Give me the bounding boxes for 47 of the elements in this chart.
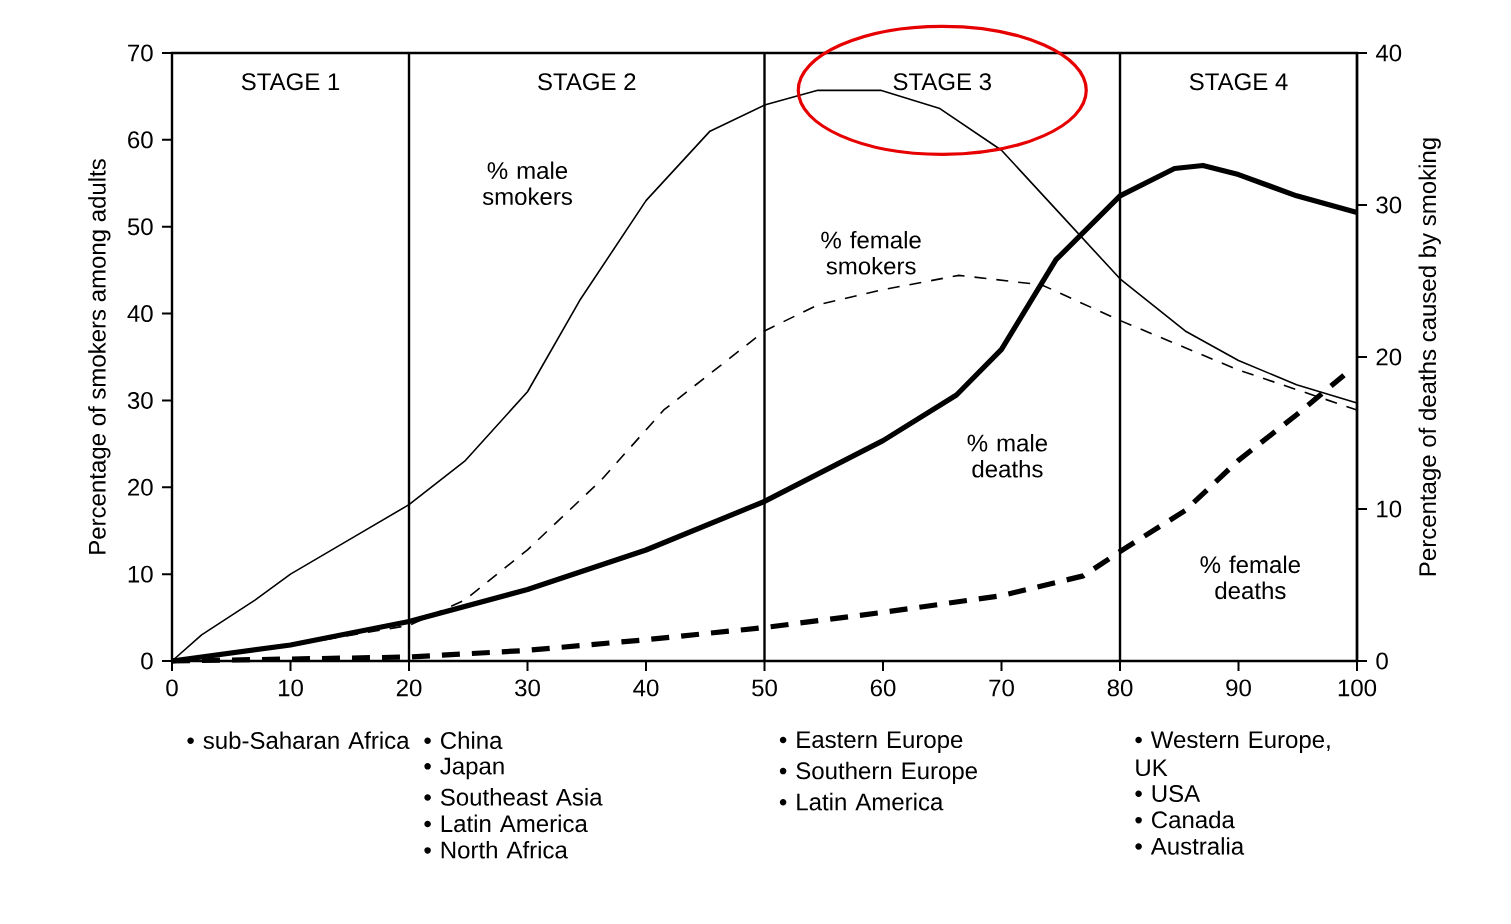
series-label: % male deaths bbox=[967, 433, 1048, 478]
x-tick-label: 70 bbox=[989, 679, 1014, 697]
text: • Latin America bbox=[779, 792, 944, 811]
x-tick-label: 60 bbox=[870, 679, 896, 697]
y2-tick-label: 30 bbox=[1376, 196, 1402, 214]
annotation: STAGE 1 bbox=[241, 73, 340, 91]
text: • China bbox=[424, 731, 503, 749]
annotation: STAGE 4 bbox=[1189, 73, 1288, 91]
text: • USA bbox=[1135, 784, 1201, 802]
text: • Southern Europe bbox=[779, 761, 977, 785]
series-label: % female deaths bbox=[1200, 555, 1300, 600]
annotation: STAGE 3 bbox=[893, 73, 991, 91]
y-tick-label: 10 bbox=[128, 565, 153, 583]
y2-tick-label: 40 bbox=[1375, 44, 1402, 62]
y-tick-label: 50 bbox=[127, 218, 153, 236]
y2-tick-label: 0 bbox=[1376, 652, 1388, 670]
x-tick-label: 10 bbox=[278, 679, 303, 697]
y-tick-label: 70 bbox=[128, 44, 153, 62]
y-tick-label: 30 bbox=[127, 391, 153, 409]
x-tick-label: 40 bbox=[633, 679, 659, 697]
y-tick-label: 0 bbox=[141, 652, 153, 670]
y2-tick-label: 10 bbox=[1377, 500, 1402, 518]
x-tick-label: 50 bbox=[752, 679, 777, 697]
y2-tick-label: 20 bbox=[1376, 348, 1402, 366]
text: % male smokers bbox=[482, 161, 572, 206]
text: • sub-Saharan Africa bbox=[187, 731, 410, 749]
text: • Australia bbox=[1135, 837, 1245, 855]
text: • Eastern Europe bbox=[779, 731, 963, 753]
x-tick-label: 100 bbox=[1338, 679, 1377, 697]
text: • Canada bbox=[1135, 810, 1235, 829]
text: • Japan bbox=[424, 757, 504, 780]
series-label: % female smokers bbox=[821, 230, 921, 275]
text: • North Africa bbox=[424, 840, 568, 859]
text: • Latin America bbox=[424, 814, 588, 833]
x-tick-label: 20 bbox=[396, 679, 422, 697]
annotation: STAGE 2 bbox=[538, 73, 636, 91]
text: • Western Europe, UK bbox=[1135, 731, 1330, 777]
y-tick-label: 60 bbox=[128, 131, 153, 149]
x-tick-label: 30 bbox=[515, 679, 540, 697]
x-tick-label: 80 bbox=[1107, 679, 1133, 697]
text: • Southeast Asia bbox=[424, 788, 603, 806]
x-tick-label: 90 bbox=[1226, 679, 1251, 697]
y2-axis-title: Percentage of deaths caused by smoking bbox=[1418, 138, 1441, 576]
y-tick-label: 20 bbox=[128, 478, 153, 496]
y-tick-label: 40 bbox=[127, 305, 153, 323]
y-axis-title: Percentage of smokers among adults bbox=[88, 159, 111, 554]
x-tick-label: 0 bbox=[166, 679, 178, 697]
